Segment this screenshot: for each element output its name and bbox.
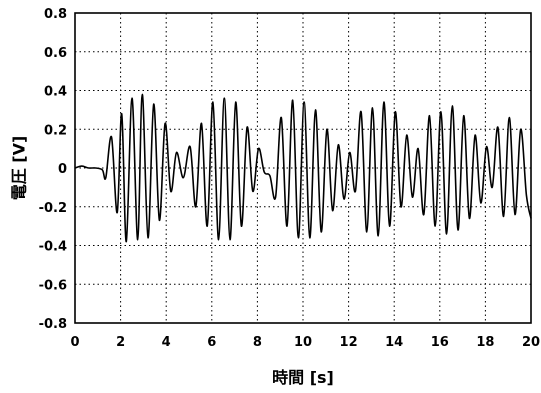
x-tick-label: 18 (476, 335, 494, 350)
x-tick-label: 4 (162, 335, 171, 350)
x-tick-label: 12 (340, 335, 358, 350)
x-axis-title: 時間 [s] (272, 368, 334, 387)
series-line (74, 93, 532, 243)
x-tick-label: 14 (385, 335, 403, 350)
y-tick-label: 0.8 (44, 7, 67, 22)
x-tick-label: 6 (207, 335, 216, 350)
x-tick-label: 0 (70, 335, 79, 350)
y-tick-label: 0 (58, 162, 67, 177)
y-tick-label: -0.8 (39, 317, 67, 332)
x-tick-label: 16 (431, 335, 449, 350)
y-tick-label: 0.6 (44, 46, 67, 61)
y-tick-label: 0.2 (44, 123, 67, 138)
y-axis-title: 電圧 [V] (10, 136, 29, 201)
y-tick-label: -0.4 (39, 240, 67, 255)
x-tick-label: 2 (116, 335, 125, 350)
grid (75, 13, 531, 323)
y-tick-label: -0.6 (39, 278, 67, 293)
y-axis-ticks: 0.8 0.6 0.4 0.2 0 -0.2 -0.4 -0.6 -0.8 (39, 7, 67, 332)
x-tick-label: 8 (253, 335, 262, 350)
x-axis-ticks: 0 2 4 6 8 10 12 14 16 18 20 (70, 335, 540, 350)
x-tick-label: 20 (522, 335, 540, 350)
y-tick-label: -0.2 (39, 201, 67, 216)
y-tick-label: 0.4 (44, 85, 67, 100)
x-tick-label: 10 (294, 335, 312, 350)
